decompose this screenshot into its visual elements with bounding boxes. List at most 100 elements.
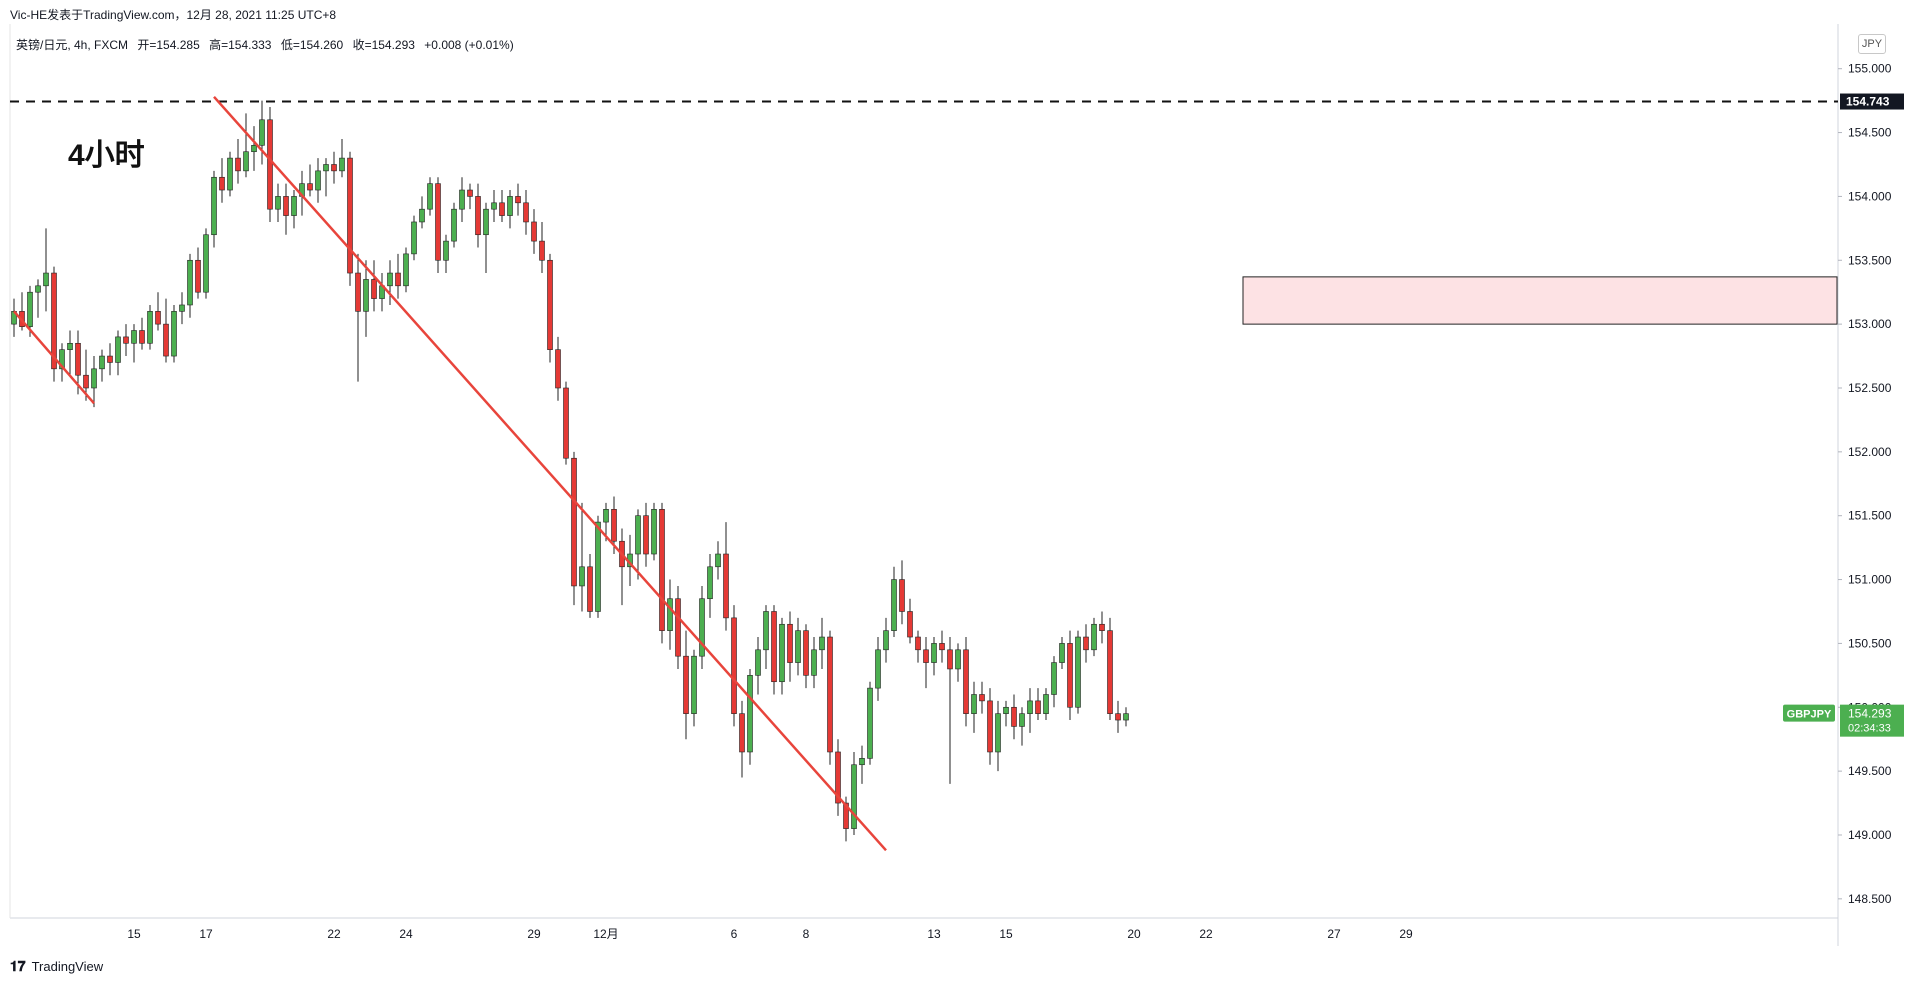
candle-body[interactable]	[699, 598, 705, 657]
candle-body[interactable]	[99, 355, 105, 370]
candle-body[interactable]	[947, 649, 953, 670]
candle-body[interactable]	[707, 566, 713, 600]
candle-body[interactable]	[1035, 700, 1041, 714]
candle-body[interactable]	[163, 323, 169, 357]
candle-body[interactable]	[723, 553, 729, 619]
candle-body[interactable]	[651, 509, 657, 555]
candle-body[interactable]	[1075, 636, 1081, 708]
candle-body[interactable]	[275, 196, 281, 210]
candle-body[interactable]	[819, 636, 825, 651]
candle-body[interactable]	[507, 196, 513, 216]
candle-body[interactable]	[355, 272, 361, 312]
candle-body[interactable]	[667, 598, 673, 631]
candle-body[interactable]	[35, 285, 41, 293]
candle-body[interactable]	[539, 240, 545, 261]
candle-body[interactable]	[139, 330, 145, 344]
candle-body[interactable]	[475, 196, 481, 236]
candle-body[interactable]	[371, 279, 377, 299]
candle-body[interactable]	[187, 259, 193, 306]
candle-body[interactable]	[939, 643, 945, 651]
candle-body[interactable]	[195, 259, 201, 293]
candle-body[interactable]	[307, 183, 313, 191]
candle-body[interactable]	[891, 579, 897, 631]
candle-body[interactable]	[203, 234, 209, 293]
candle-body[interactable]	[603, 509, 609, 523]
candle-body[interactable]	[1107, 630, 1113, 714]
candle-body[interactable]	[267, 119, 273, 210]
candle-body[interactable]	[227, 157, 233, 191]
candle-body[interactable]	[779, 623, 785, 683]
candle-body[interactable]	[83, 374, 89, 389]
candle-body[interactable]	[347, 157, 353, 274]
candle-body[interactable]	[67, 342, 73, 350]
candle-body[interactable]	[595, 521, 601, 612]
supply-demand-zone[interactable]	[1242, 276, 1838, 325]
candle-body[interactable]	[739, 713, 745, 753]
candle-body[interactable]	[1043, 694, 1049, 714]
candle-body[interactable]	[931, 643, 937, 663]
candle-body[interactable]	[451, 208, 457, 242]
candle-body[interactable]	[555, 349, 561, 389]
candle-body[interactable]	[795, 630, 801, 663]
candle-body[interactable]	[683, 655, 689, 714]
tradingview-brand[interactable]: 𝟏𝟕 TradingView	[10, 958, 103, 975]
candle-body[interactable]	[579, 566, 585, 587]
candle-body[interactable]	[899, 579, 905, 612]
candle-body[interactable]	[91, 368, 97, 389]
candle-body[interactable]	[259, 119, 265, 146]
candle-body[interactable]	[803, 630, 809, 676]
candle-body[interactable]	[323, 164, 329, 172]
candle-body[interactable]	[659, 509, 665, 631]
candle-body[interactable]	[675, 598, 681, 657]
currency-button[interactable]: JPY	[1858, 34, 1886, 54]
candle-body[interactable]	[75, 342, 81, 376]
candle-body[interactable]	[691, 655, 697, 714]
candle-body[interactable]	[587, 566, 593, 612]
candle-body[interactable]	[1123, 713, 1129, 721]
candle-body[interactable]	[963, 649, 969, 714]
candle-body[interactable]	[755, 649, 761, 676]
candle-body[interactable]	[955, 649, 961, 670]
candle-body[interactable]	[1011, 706, 1017, 727]
candle-body[interactable]	[1091, 623, 1097, 651]
candle-body[interactable]	[1027, 700, 1033, 714]
candle-body[interactable]	[979, 694, 985, 702]
candle-body[interactable]	[811, 649, 817, 676]
candle-body[interactable]	[331, 164, 337, 172]
candle-body[interactable]	[843, 802, 849, 829]
candle-body[interactable]	[419, 208, 425, 223]
candle-body[interactable]	[491, 202, 497, 210]
candle-body[interactable]	[283, 196, 289, 216]
candle-body[interactable]	[531, 221, 537, 242]
candle-body[interactable]	[59, 349, 65, 370]
candle-body[interactable]	[387, 272, 393, 287]
candle-body[interactable]	[443, 240, 449, 261]
candle-body[interactable]	[827, 636, 833, 753]
candle-body[interactable]	[51, 272, 57, 370]
candle-body[interactable]	[243, 151, 249, 172]
candle-body[interactable]	[1051, 662, 1057, 695]
candle-body[interactable]	[907, 611, 913, 638]
candle-body[interactable]	[995, 713, 1001, 753]
candle-body[interactable]	[571, 457, 577, 587]
candle-body[interactable]	[483, 208, 489, 236]
candle-body[interactable]	[1115, 713, 1121, 721]
candle-body[interactable]	[835, 751, 841, 804]
candle-body[interactable]	[251, 145, 257, 153]
candle-body[interactable]	[499, 202, 505, 216]
candle-body[interactable]	[1019, 713, 1025, 727]
candle-body[interactable]	[27, 291, 33, 327]
candle-body[interactable]	[107, 355, 113, 363]
candle-body[interactable]	[563, 387, 569, 459]
candle-body[interactable]	[971, 694, 977, 714]
trendline-1[interactable]	[13, 310, 95, 405]
candle-body[interactable]	[315, 170, 321, 191]
candle-body[interactable]	[435, 183, 441, 261]
candle-body[interactable]	[787, 623, 793, 663]
candle-body[interactable]	[1083, 636, 1089, 651]
candle-body[interactable]	[427, 183, 433, 210]
candle-body[interactable]	[155, 311, 161, 325]
candle-body[interactable]	[395, 272, 401, 287]
candle-body[interactable]	[1003, 706, 1009, 714]
